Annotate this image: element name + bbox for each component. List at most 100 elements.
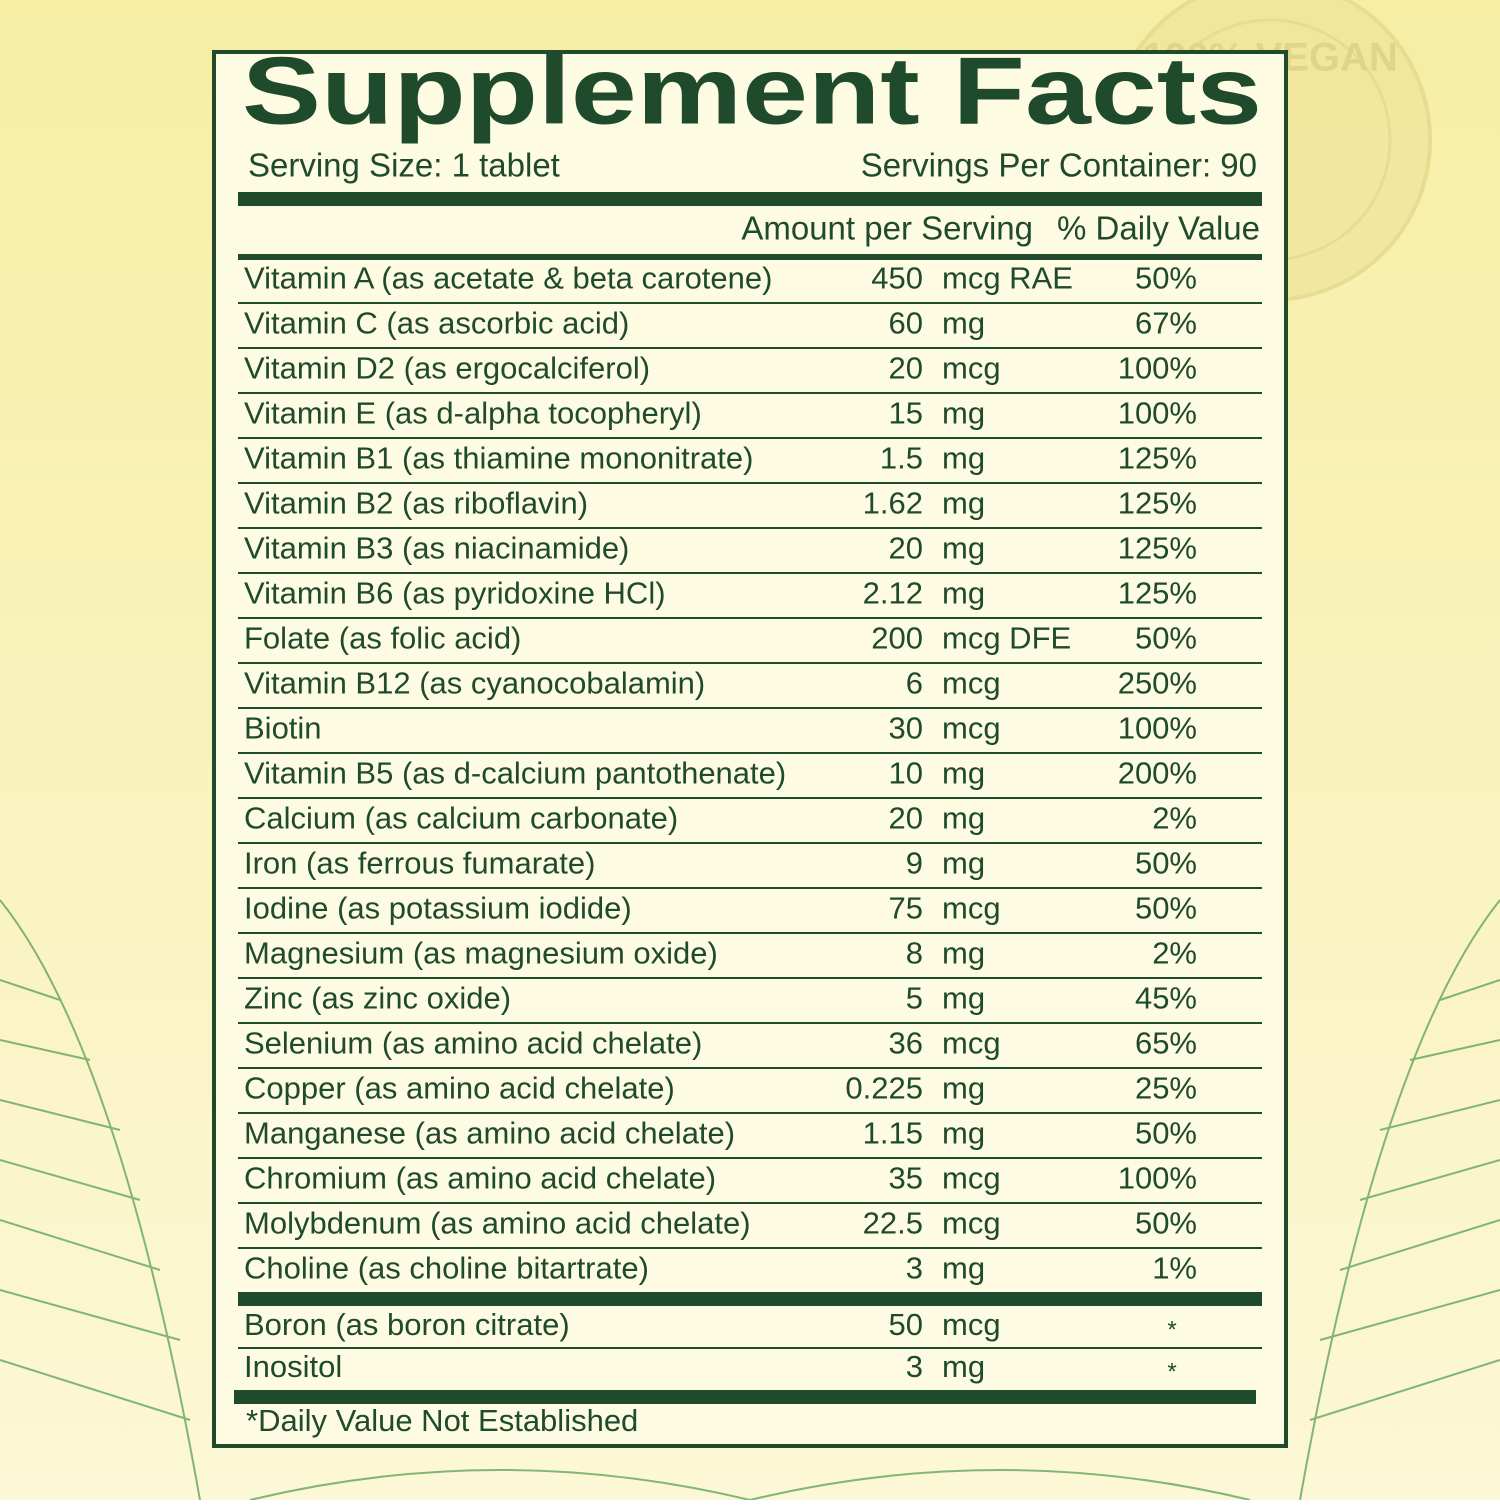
nutrient-name: Calcium (as calcium carbonate): [244, 801, 678, 836]
amount: 60: [889, 306, 923, 341]
nutrient-name: Vitamin C (as ascorbic acid): [244, 306, 629, 341]
nutrient-name: Manganese (as amino acid chelate): [244, 1116, 735, 1151]
unit: mg: [942, 486, 985, 521]
daily-value: 125%: [1118, 441, 1197, 476]
nutrient-name: Vitamin D2 (as ergocalciferol): [244, 351, 650, 386]
nutrient-name: Chromium (as amino acid chelate): [244, 1161, 716, 1196]
amount: 3: [906, 1349, 923, 1384]
amount: 30: [889, 711, 923, 746]
unit: mcg: [942, 711, 1001, 746]
daily-value: 50%: [1135, 846, 1197, 881]
nutrient-name: Choline (as choline bitartrate): [244, 1251, 649, 1286]
unit: mcg: [942, 1026, 1001, 1061]
daily-value: 125%: [1118, 486, 1197, 521]
unit: mcg: [942, 1307, 1001, 1342]
nutrient-name: Vitamin B5 (as d-calcium pantothenate): [244, 756, 786, 791]
unit: mcg: [942, 666, 1001, 701]
unit: mg: [942, 756, 985, 791]
column-header: % Daily Value: [1057, 210, 1260, 247]
unit: mg: [942, 981, 985, 1016]
daily-value: 125%: [1118, 531, 1197, 566]
amount: 75: [889, 891, 923, 926]
column-header: Amount per Serving: [741, 210, 1033, 247]
unit: mcg: [942, 351, 1001, 386]
nutrient-name: Vitamin B2 (as riboflavin): [244, 486, 588, 521]
amount: 2.12: [863, 576, 923, 611]
nutrient-name: Vitamin B3 (as niacinamide): [244, 531, 629, 566]
amount: 9: [906, 846, 923, 881]
servings-per-container: Servings Per Container: 90: [861, 147, 1257, 184]
nutrient-name: Iron (as ferrous fumarate): [244, 846, 595, 881]
daily-value: 100%: [1118, 396, 1197, 431]
amount: 20: [889, 531, 923, 566]
nutrient-name: Boron (as boron citrate): [244, 1307, 570, 1342]
unit: mcg: [942, 891, 1001, 926]
amount: 450: [871, 261, 923, 296]
amount: 50: [889, 1307, 923, 1342]
nutrient-name: Magnesium (as magnesium oxide): [244, 936, 718, 971]
facts-panel: [212, 50, 1288, 1448]
nutrient-name: Folate (as folic acid): [244, 621, 521, 656]
nutrient-name: Vitamin B12 (as cyanocobalamin): [244, 666, 705, 701]
amount: 22.5: [863, 1206, 923, 1241]
serving-size: Serving Size: 1 tablet: [248, 147, 560, 184]
daily-value: 2%: [1152, 936, 1197, 971]
nutrient-name: Vitamin B6 (as pyridoxine HCl): [244, 576, 666, 611]
nutrient-name: Vitamin B1 (as thiamine mononitrate): [244, 441, 753, 476]
amount: 1.62: [863, 486, 923, 521]
nutrient-name: Copper (as amino acid chelate): [244, 1071, 675, 1106]
daily-value: 65%: [1135, 1026, 1197, 1061]
amount: 20: [889, 351, 923, 386]
unit: mg: [942, 1349, 985, 1384]
daily-value: 50%: [1135, 1116, 1197, 1151]
daily-value: 50%: [1135, 261, 1197, 296]
daily-value: 125%: [1118, 576, 1197, 611]
nutrient-name: Inositol: [244, 1349, 342, 1384]
unit: mcg: [942, 1206, 1001, 1241]
daily-value: 45%: [1135, 981, 1197, 1016]
unit: mg: [942, 801, 985, 836]
daily-value: 100%: [1118, 711, 1197, 746]
daily-value: 100%: [1118, 1161, 1197, 1196]
title: Supplement Facts: [242, 37, 1262, 144]
unit: mg: [942, 936, 985, 971]
nutrient-name: Selenium (as amino acid chelate): [244, 1026, 702, 1061]
nutrient-name: Vitamin E (as d-alpha tocopheryl): [244, 396, 702, 431]
daily-value: *: [1167, 1358, 1176, 1385]
amount: 1.5: [880, 441, 923, 476]
daily-value: 50%: [1135, 891, 1197, 926]
amount: 15: [889, 396, 923, 431]
unit: mcg DFE: [942, 621, 1071, 656]
unit: mg: [942, 846, 985, 881]
unit: mg: [942, 441, 985, 476]
amount: 5: [906, 981, 923, 1016]
amount: 36: [889, 1026, 923, 1061]
amount: 10: [889, 756, 923, 791]
nutrient-name: Biotin: [244, 711, 322, 746]
amount: 200: [871, 621, 923, 656]
daily-value: 50%: [1135, 621, 1197, 656]
amount: 3: [906, 1251, 923, 1286]
nutrient-name: Zinc (as zinc oxide): [244, 981, 511, 1016]
daily-value: *: [1167, 1316, 1176, 1343]
unit: mg: [942, 576, 985, 611]
thick-rule: [234, 1390, 1256, 1404]
amount: 6: [906, 666, 923, 701]
thick-rule: [238, 192, 1262, 206]
unit: mg: [942, 531, 985, 566]
daily-value: 25%: [1135, 1071, 1197, 1106]
nutrient-name: Iodine (as potassium iodide): [244, 891, 632, 926]
amount: 35: [889, 1161, 923, 1196]
daily-value: 50%: [1135, 1206, 1197, 1241]
amount: 20: [889, 801, 923, 836]
unit: mg: [942, 1071, 985, 1106]
nutrient-name: Molybdenum (as amino acid chelate): [244, 1206, 751, 1241]
unit: mcg: [942, 1161, 1001, 1196]
unit: mg: [942, 1251, 985, 1286]
thick-rule: [238, 1292, 1262, 1306]
amount: 0.225: [845, 1071, 923, 1106]
amount: 8: [906, 936, 923, 971]
footnote: *Daily Value Not Established: [246, 1403, 638, 1438]
leaves: [0, 899, 1500, 1501]
